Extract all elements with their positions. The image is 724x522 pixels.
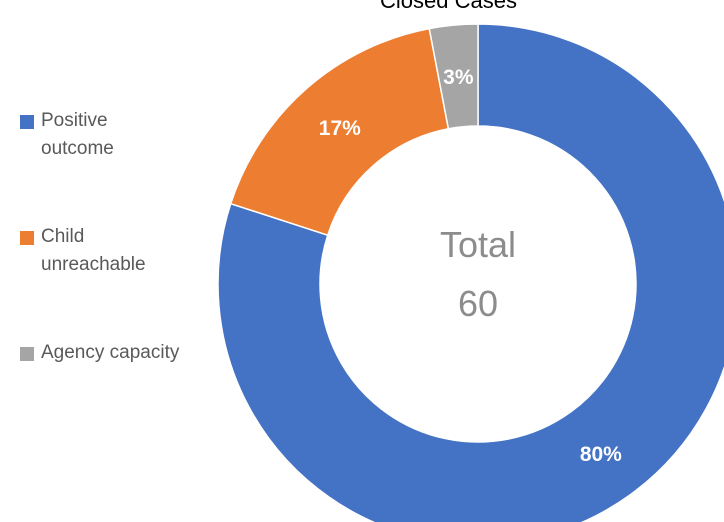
legend-label-agency-capacity: Agency capacity [41, 342, 180, 363]
legend-label-positive-outcome: Positive outcome [41, 110, 114, 159]
legend-item-positive-outcome: Positive outcome [20, 107, 180, 223]
slice-agency-capacity [428, 23, 479, 130]
legend: Positive outcome Child unreachable Agenc… [20, 107, 180, 455]
legend-swatch-child-unreachable [20, 231, 34, 245]
legend-label-child-unreachable: Child unreachable [41, 226, 146, 275]
legend-swatch-positive-outcome [20, 115, 34, 129]
data-label-agency-capacity: 3% [443, 66, 474, 89]
slice-labels: 80% 17% 3% [319, 66, 622, 466]
chart-title: Closed Cases [380, 0, 517, 13]
donut-slices [217, 23, 724, 522]
data-label-positive-outcome: 80% [580, 443, 622, 466]
center-total-value: 60 [458, 283, 498, 324]
center-total-label: Total [440, 224, 516, 265]
legend-swatch-agency-capacity [20, 347, 34, 361]
slice-positive-outcome [217, 23, 724, 522]
legend-item-child-unreachable: Child unreachable [20, 223, 180, 339]
data-label-child-unreachable: 17% [319, 117, 361, 140]
legend-item-agency-capacity: Agency capacity [20, 339, 180, 455]
